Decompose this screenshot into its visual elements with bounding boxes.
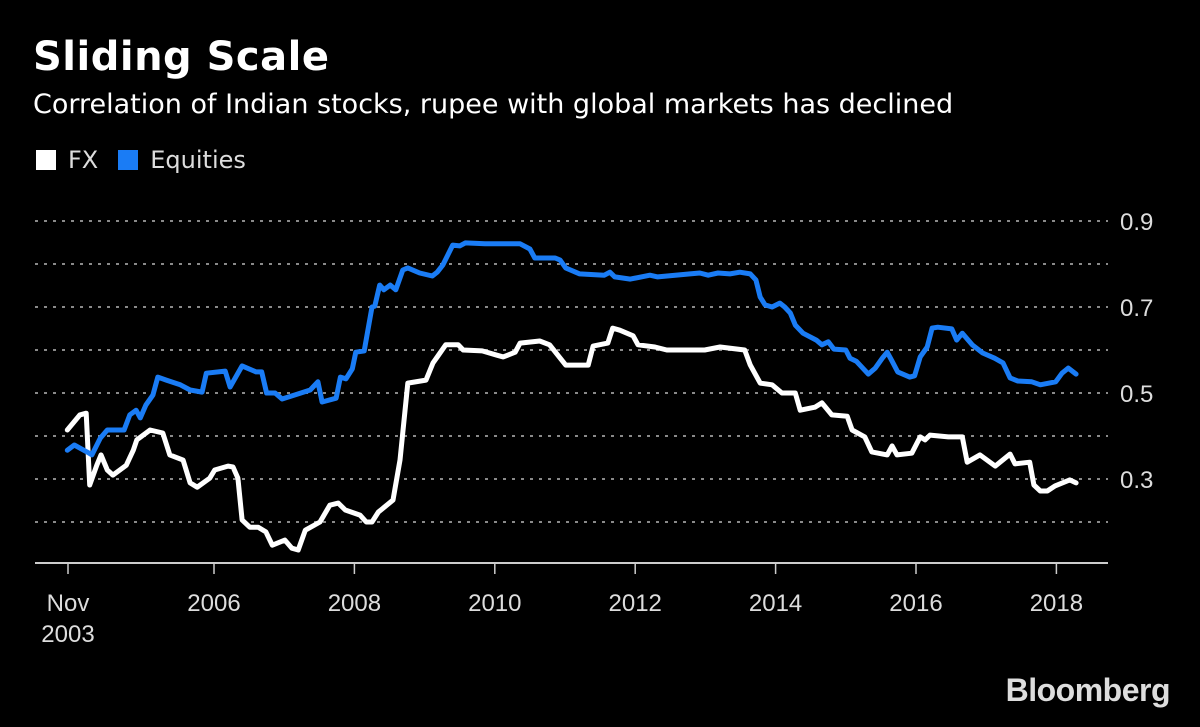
y-tick-label: 0.5 <box>1120 381 1153 408</box>
legend-label-fx: FX <box>68 146 99 174</box>
y-tick-label: 0.9 <box>1120 209 1153 236</box>
series-line-equities <box>64 240 1079 458</box>
legend: FX Equities <box>36 146 266 174</box>
bloomberg-logo: Bloomberg <box>1005 672 1171 708</box>
chart-subtitle: Correlation of Indian stocks, rupee with… <box>33 89 954 120</box>
y-tick-label: 0.7 <box>1120 295 1153 322</box>
legend-swatch-fx <box>36 150 56 170</box>
x-tick-label: 2014 <box>749 590 802 617</box>
legend-item-equities: Equities <box>118 146 246 174</box>
x-tick-label: 2016 <box>889 590 942 617</box>
x-tick-label-year: 2003 <box>41 621 94 648</box>
x-tick-label: 2006 <box>187 590 240 617</box>
x-tick-label: 2010 <box>468 590 521 617</box>
legend-label-equities: Equities <box>150 146 246 174</box>
legend-item-fx: FX <box>36 146 98 174</box>
series-line-fx <box>64 325 1079 553</box>
y-tick-label: 0.3 <box>1120 467 1153 494</box>
legend-swatch-equities <box>118 150 139 170</box>
x-tick-label: 2008 <box>328 590 381 617</box>
chart-title: Sliding Scale <box>33 34 330 80</box>
x-tick-label: 2012 <box>609 590 662 617</box>
x-tick-label: Nov <box>47 590 90 617</box>
x-tick-label: 2018 <box>1030 590 1083 617</box>
